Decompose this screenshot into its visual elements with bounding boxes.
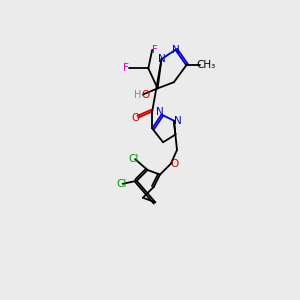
Text: F: F <box>123 63 129 73</box>
Text: CH₃: CH₃ <box>197 60 216 70</box>
Text: F: F <box>152 45 158 55</box>
Text: N: N <box>172 45 179 55</box>
Text: O: O <box>171 159 179 169</box>
Text: Cl: Cl <box>116 179 126 189</box>
Text: O: O <box>131 112 139 123</box>
Text: N: N <box>158 54 165 64</box>
Text: N: N <box>174 116 182 126</box>
Text: H: H <box>134 89 141 100</box>
Text: O: O <box>141 89 149 100</box>
Text: Cl: Cl <box>128 154 139 164</box>
Text: N: N <box>156 107 164 117</box>
